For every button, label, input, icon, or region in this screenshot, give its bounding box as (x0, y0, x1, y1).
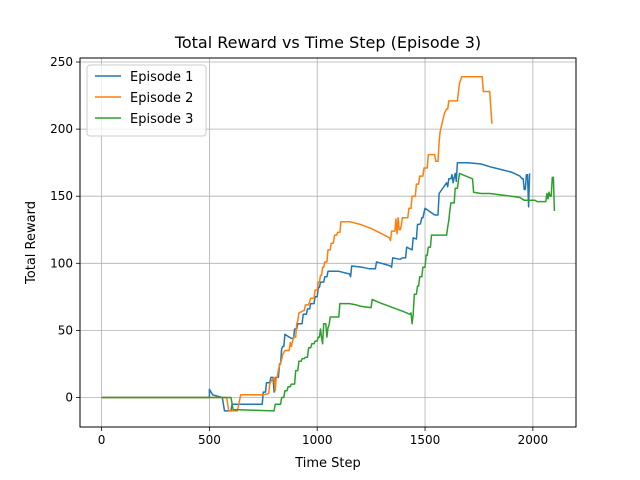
series-line-episode-3 (101, 172, 556, 412)
x-axis-label: Time Step (294, 456, 361, 471)
legend-entry-label: Episode 2 (130, 91, 193, 106)
x-tick-label: 0 (98, 433, 106, 447)
grid-lines (80, 58, 576, 427)
x-tick-label: 2000 (518, 433, 549, 447)
series-line-episode-2 (101, 76, 493, 412)
y-tick-label: 150 (50, 189, 73, 203)
legend: Episode 1 Episode 2 Episode 3 (86, 64, 207, 137)
y-axis-label: Total Reward (24, 201, 39, 285)
legend-entry-label: Episode 3 (130, 112, 193, 127)
y-tick-label: 250 (50, 55, 73, 69)
y-tick-label: 0 (65, 390, 73, 404)
y-tick-label: 50 (58, 323, 73, 337)
chart-title: Total Reward vs Time Step (Episode 3) (174, 33, 481, 52)
x-tick-label: 1000 (302, 433, 333, 447)
legend-entry-label: Episode 1 (130, 70, 193, 85)
y-tick-label: 200 (50, 122, 73, 136)
y-tick-label: 100 (50, 256, 73, 270)
x-tick-label: 1500 (410, 433, 441, 447)
series-line-episode-1 (101, 161, 531, 412)
plot-area-frame (79, 57, 577, 428)
axis-ticks: 0 500 1000 1500 2000 0 50 100 150 200 250 (50, 55, 548, 447)
plot-series (101, 76, 556, 412)
x-tick-label: 500 (198, 433, 221, 447)
